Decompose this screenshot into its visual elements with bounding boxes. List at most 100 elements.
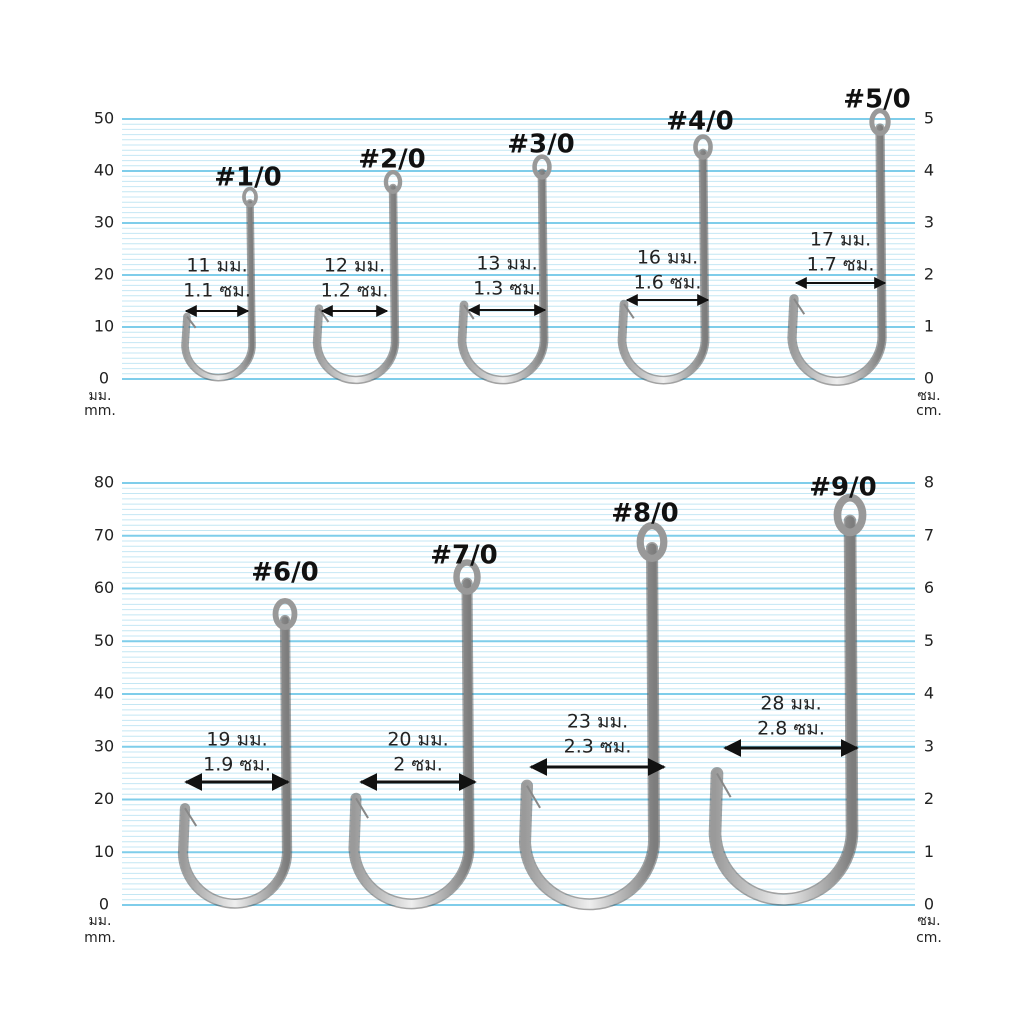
right-tick-label: 3 xyxy=(924,736,934,755)
hook-size-label: #9/0 xyxy=(809,473,876,503)
right-unit: ซม. xyxy=(917,913,940,929)
hook xyxy=(617,134,713,385)
right-tick-label: 5 xyxy=(924,631,934,650)
left-tick-label: 20 xyxy=(94,265,114,284)
hook-body xyxy=(520,543,659,909)
hook xyxy=(708,493,867,906)
hook-barb xyxy=(716,772,732,798)
hook-size-label: #4/0 xyxy=(666,107,733,137)
left-tick-label: 30 xyxy=(94,736,114,755)
hook-eye xyxy=(242,186,258,208)
hook-barb xyxy=(355,797,369,819)
hook-size-label: #3/0 xyxy=(507,130,574,160)
gap-cm: 1.2 ซม. xyxy=(321,280,389,302)
hook-body xyxy=(459,170,547,383)
hook-body xyxy=(710,516,857,905)
right-tick-label: 7 xyxy=(924,525,934,544)
hook-eye xyxy=(532,154,552,180)
gap-cm: 2.3 ซม. xyxy=(564,736,632,758)
hook-barb xyxy=(186,315,197,329)
right-tick-label: 6 xyxy=(924,578,934,597)
gap-cm: 1.6 ซม. xyxy=(634,272,702,294)
hook-size-label: #7/0 xyxy=(430,541,497,571)
gap-mm: 28 มม. xyxy=(760,693,821,715)
gap-cm: 1.1 ซม. xyxy=(183,280,251,302)
left-tick-label: 50 xyxy=(94,109,114,128)
left-tick-label: 40 xyxy=(94,161,114,180)
gap-mm: 17 มม. xyxy=(810,229,871,251)
hook-barb xyxy=(184,807,198,827)
right-unit: ซม. xyxy=(917,388,940,404)
left-unit: mm. xyxy=(84,930,116,946)
hook-body xyxy=(182,200,255,380)
hook xyxy=(518,522,668,911)
hook-body xyxy=(619,150,708,383)
gap-mm: 12 มม. xyxy=(324,255,385,277)
gap-cm: 2 ซม. xyxy=(393,754,443,776)
left-unit: มม. xyxy=(89,388,112,404)
left-tick-label: 0 xyxy=(99,895,109,914)
gap-mm: 16 มม. xyxy=(637,247,698,269)
right-tick-label: 0 xyxy=(924,369,934,388)
hook-body xyxy=(788,124,886,385)
hook-body xyxy=(314,185,398,383)
left-tick-label: 30 xyxy=(94,213,114,232)
hook xyxy=(312,170,403,385)
gap-mm: 13 มม. xyxy=(476,253,537,275)
gap-cm: 1.3 ซม. xyxy=(473,278,541,300)
gap-cm: 2.8 ซม. xyxy=(757,718,825,740)
left-tick-label: 10 xyxy=(94,842,114,861)
hook-eye xyxy=(693,134,713,160)
right-tick-label: 3 xyxy=(924,213,934,232)
hook-size-label: #1/0 xyxy=(214,163,281,193)
hook-barb xyxy=(526,785,541,809)
right-tick-label: 0 xyxy=(924,895,934,914)
left-tick-label: 20 xyxy=(94,789,114,808)
gap-mm: 11 มม. xyxy=(186,255,247,277)
right-unit: cm. xyxy=(916,930,942,946)
left-tick-label: 0 xyxy=(99,369,109,388)
hook-eye xyxy=(833,493,867,537)
left-tick-label: 10 xyxy=(94,317,114,336)
right-tick-label: 2 xyxy=(924,265,934,284)
right-tick-label: 2 xyxy=(924,789,934,808)
hook-eye xyxy=(383,170,403,194)
right-unit: cm. xyxy=(916,403,942,419)
ruler-grid xyxy=(122,482,915,906)
hook-eye xyxy=(453,559,481,595)
hook xyxy=(181,186,258,382)
gap-mm: 20 มม. xyxy=(387,729,448,751)
right-tick-label: 1 xyxy=(924,317,934,336)
hook xyxy=(348,559,481,910)
left-tick-label: 50 xyxy=(94,631,114,650)
gap-cm: 1.7 ซม. xyxy=(807,254,875,276)
hook-size-label: #6/0 xyxy=(251,558,318,588)
hook-size-label: #8/0 xyxy=(611,499,678,529)
right-tick-label: 4 xyxy=(924,161,934,180)
hook xyxy=(787,108,891,386)
left-unit: มม. xyxy=(89,913,112,929)
right-tick-label: 8 xyxy=(924,473,934,492)
gap-cm: 1.9 ซม. xyxy=(203,754,271,776)
hook-eye xyxy=(636,522,668,562)
hook-body xyxy=(179,616,291,908)
hook-body xyxy=(349,578,474,908)
hook-size-label: #2/0 xyxy=(358,145,425,175)
left-tick-label: 40 xyxy=(94,684,114,703)
left-tick-label: 60 xyxy=(94,578,114,597)
left-tick-label: 80 xyxy=(94,473,114,492)
right-tick-label: 5 xyxy=(924,109,934,128)
right-tick-label: 4 xyxy=(924,684,934,703)
left-tick-label: 70 xyxy=(94,525,114,544)
gap-mm: 19 มม. xyxy=(206,729,267,751)
hook-barb xyxy=(623,303,635,319)
left-unit: mm. xyxy=(84,403,116,419)
hook-size-label: #5/0 xyxy=(843,85,910,115)
hook-eye xyxy=(869,108,891,136)
hook-barb xyxy=(793,298,806,315)
hook xyxy=(177,597,298,909)
hook-eye xyxy=(272,597,298,631)
right-tick-label: 1 xyxy=(924,842,934,861)
gap-mm: 23 มม. xyxy=(567,711,628,733)
